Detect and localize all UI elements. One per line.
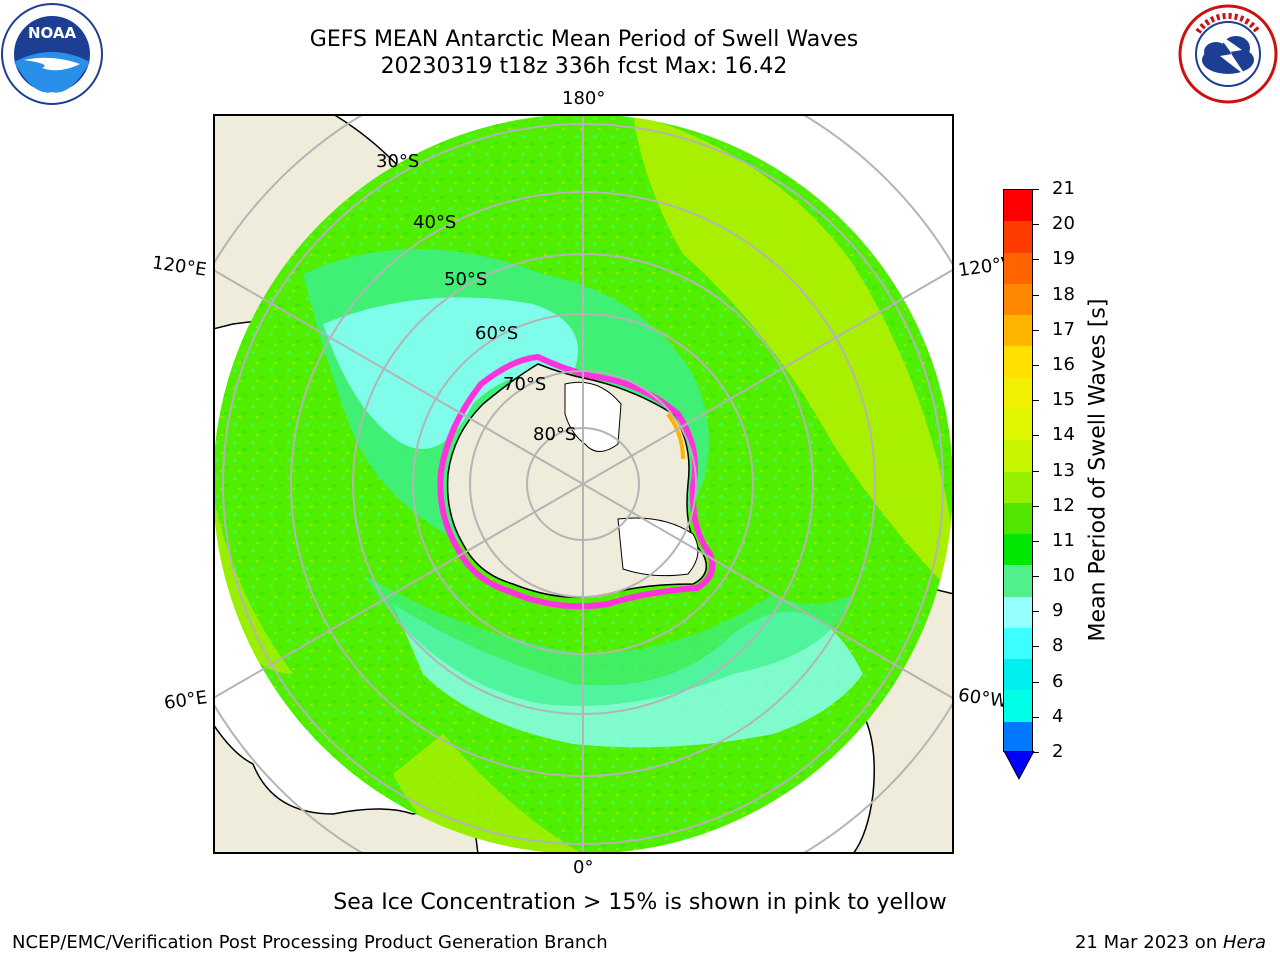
chart-subtitle: 20230319 t18z 336h fcst Max: 16.42 (380, 54, 788, 79)
colorbar-tick (1033, 611, 1039, 613)
lon-label-0: 0° (573, 857, 594, 878)
colorbar-segment (1004, 534, 1032, 566)
colorbar-tick (1033, 470, 1039, 472)
colorbar-segment (1004, 377, 1032, 410)
noaa-logo-text: NOAA (28, 24, 77, 42)
host-name: Hera (1222, 932, 1266, 953)
lat-label-60s: 60°S (475, 323, 519, 344)
colorbar-tick (1033, 716, 1039, 718)
colorbar-segment (1004, 283, 1032, 316)
colorbar-segment (1004, 596, 1032, 629)
colorbar-segment (1004, 408, 1032, 441)
lon-label-60w: 60°W (956, 684, 1009, 713)
lon-label-60e: 60°E (162, 687, 209, 714)
colorbar-tick (1033, 329, 1039, 331)
colorbar-segment (1004, 221, 1032, 254)
lat-label-80s: 80°S (533, 424, 577, 445)
colorbar-tick (1033, 364, 1039, 366)
colorbar-tick-label: 21 (1052, 178, 1075, 199)
wave-zone-cyan-indian (323, 297, 578, 449)
colorbar-tick (1033, 224, 1039, 226)
polar-map (213, 114, 954, 854)
wave-zone-yellow-atlantic (393, 734, 583, 854)
producer-credit: NCEP/EMC/Verification Post Processing Pr… (12, 932, 608, 953)
sea-ice-edge-yellow (666, 412, 685, 460)
colorbar-tick (1033, 435, 1039, 437)
colorbar-tick (1033, 576, 1039, 578)
colorbar-tick-label: 10 (1052, 565, 1075, 587)
colorbar-extend-arrow (1003, 751, 1035, 781)
lat-label-30s: 30°S (376, 151, 420, 172)
colorbar-tick-label: 14 (1052, 424, 1075, 446)
graticule (213, 114, 954, 854)
colorbar-segment (1004, 346, 1032, 379)
colorbar-tick (1033, 540, 1039, 542)
colorbar-tick-label: 12 (1052, 494, 1075, 516)
colorbar-segment (1004, 190, 1032, 222)
run-date: 21 Mar 2023 on (1074, 932, 1223, 953)
wave-zone-yellow-pacific (633, 114, 953, 594)
lon-label-180: 180° (562, 88, 606, 109)
colorbar-tick-label: 18 (1052, 283, 1075, 305)
colorbar-label: Mean Period of Swell Waves [s] (1085, 298, 1111, 642)
lat-label-40s: 40°S (413, 212, 457, 233)
colorbar-tick (1033, 294, 1039, 296)
colorbar-tick-label: 20 (1052, 213, 1075, 235)
sea-ice-edge (437, 353, 716, 610)
colorbar-tick (1033, 681, 1039, 683)
colorbar-segment (1004, 565, 1032, 598)
colorbar-tick-label: 15 (1052, 389, 1075, 411)
colorbar-tick (1033, 646, 1039, 648)
colorbar-tick-label: 19 (1052, 248, 1075, 270)
colorbar-tick-label: 2 (1052, 741, 1064, 762)
noaa-logo: NOAA (0, 2, 104, 106)
colorbar-segment (1004, 502, 1032, 535)
colorbar-tick (1033, 189, 1039, 190)
colorbar-segment (1004, 315, 1032, 347)
sea-ice-note: Sea Ice Concentration > 15% is shown in … (333, 890, 947, 915)
colorbar (1003, 189, 1033, 754)
colorbar-tick-label: 8 (1052, 635, 1064, 657)
colorbar-tick-label: 4 (1052, 705, 1064, 727)
chart-title: GEFS MEAN Antarctic Mean Period of Swell… (309, 27, 859, 52)
nws-logo (1176, 2, 1280, 106)
colorbar-segment (1004, 252, 1032, 285)
colorbar-tick-label: 11 (1052, 529, 1075, 551)
lat-label-50s: 50°S (444, 269, 488, 290)
colorbar-segment (1004, 721, 1032, 754)
colorbar-segment (1004, 659, 1032, 691)
lat-label-70s: 70°S (503, 374, 547, 395)
colorbar-tick-label: 9 (1052, 600, 1064, 622)
colorbar-tick-label: 17 (1052, 318, 1075, 340)
colorbar-tick (1033, 400, 1039, 402)
colorbar-segment (1004, 471, 1032, 504)
run-date-credit: 21 Mar 2023 on Hera (1075, 932, 1266, 953)
colorbar-tick-label: 13 (1052, 459, 1075, 481)
colorbar-segment (1004, 627, 1032, 660)
colorbar-tick (1033, 259, 1039, 261)
lon-label-120e: 120°E (150, 252, 208, 281)
colorbar-tick (1033, 505, 1039, 507)
wave-zone-mint-south (363, 574, 853, 706)
ronne-ice-shelf (617, 517, 699, 577)
colorbar-segment (1004, 440, 1032, 472)
colorbar-tick (1033, 752, 1039, 753)
colorbar-tick-label: 16 (1052, 353, 1075, 375)
colorbar-tick-label: 6 (1052, 670, 1064, 692)
colorbar-segment (1004, 690, 1032, 723)
